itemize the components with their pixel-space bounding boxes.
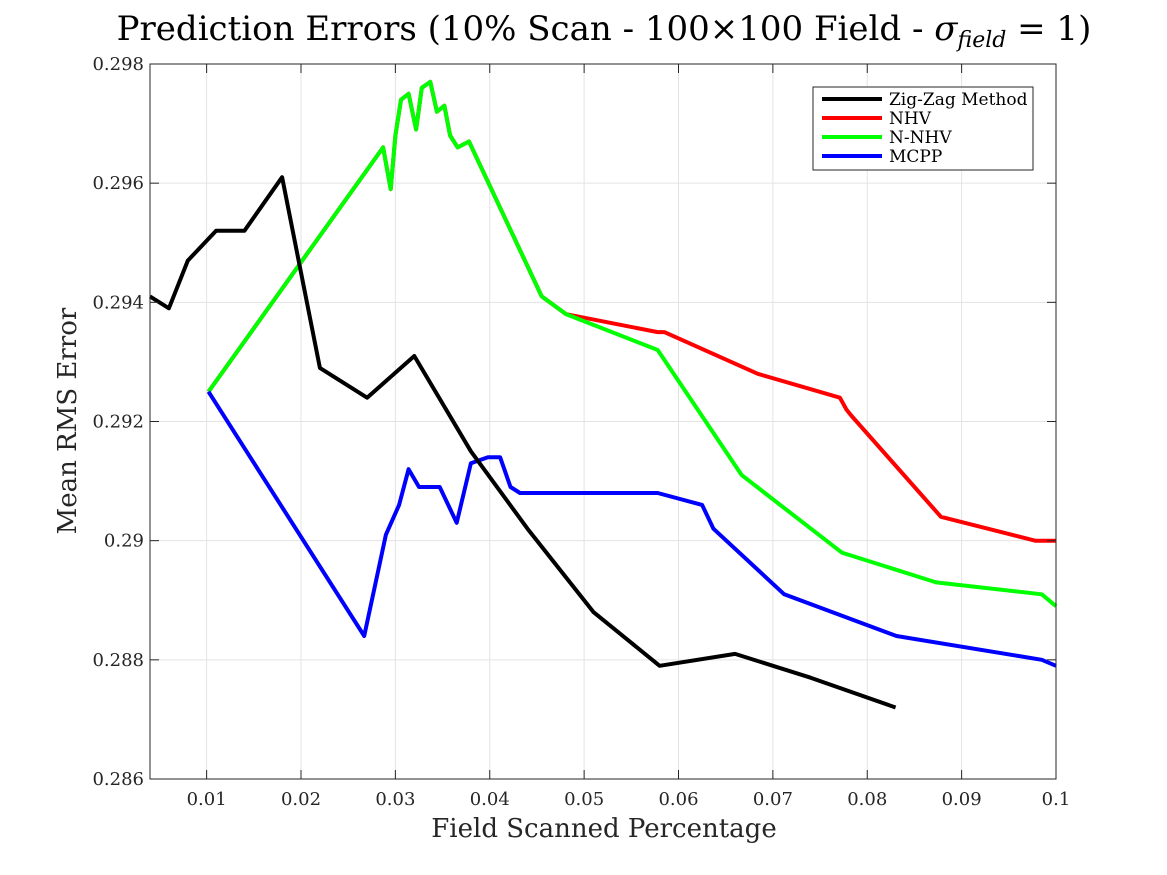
legend-label-mcpp: MCPP: [889, 147, 942, 167]
x-axis-label: Field Scanned Percentage: [431, 814, 776, 844]
chart-title-sigma: σ: [934, 9, 958, 49]
series-line-zig-zag-method: [148, 175, 897, 710]
x-tick-label: 0.02: [281, 789, 321, 810]
series-line-n-nhv: [206, 79, 1058, 608]
y-tick-label: 0.286: [92, 769, 144, 790]
legend-label-zig-zag-method: Zig-Zag Method: [889, 90, 1028, 110]
axes-box: [149, 63, 1057, 780]
axis-ticks: 0.01 0.02 0.03 0.04 0.05 0.06 0.07 0.08 0.09 0.1 0…: [92, 54, 1070, 810]
y-axis-label: Mean RMS Error: [53, 307, 83, 534]
x-tick-label: 0.09: [942, 789, 982, 810]
series-lines: [148, 79, 1058, 710]
y-tick-label: 0.288: [92, 650, 144, 671]
x-tick-label: 0.06: [658, 789, 698, 810]
y-tick-label: 0.29: [104, 531, 144, 552]
x-tick-label: 0.07: [753, 789, 793, 810]
x-tick-label: 0.08: [847, 789, 887, 810]
legend-label-nhv: NHV: [889, 109, 932, 129]
y-tick-label: 0.298: [92, 54, 144, 75]
chart-title-main: Prediction Errors (10% Scan - 100×100 Fi…: [117, 9, 935, 49]
chart-title: Prediction Errors (10% Scan - 100×100 Fi…: [117, 9, 1092, 53]
series-line-mcpp: [206, 390, 1057, 668]
y-tick-label: 0.296: [92, 173, 144, 194]
x-tick-label: 0.04: [470, 789, 510, 810]
legend-label-n-nhv: N-NHV: [889, 128, 952, 148]
chart-title-subscript: field: [956, 28, 1007, 53]
x-tick-label: 0.1: [1042, 789, 1071, 810]
x-tick-label: 0.03: [375, 789, 415, 810]
x-tick-label: 0.05: [564, 789, 604, 810]
chart-title-equals: = 1): [1006, 9, 1091, 49]
x-tick-label: 0.01: [187, 789, 227, 810]
y-tick-label: 0.292: [92, 412, 144, 433]
y-tick-label: 0.294: [92, 292, 144, 313]
